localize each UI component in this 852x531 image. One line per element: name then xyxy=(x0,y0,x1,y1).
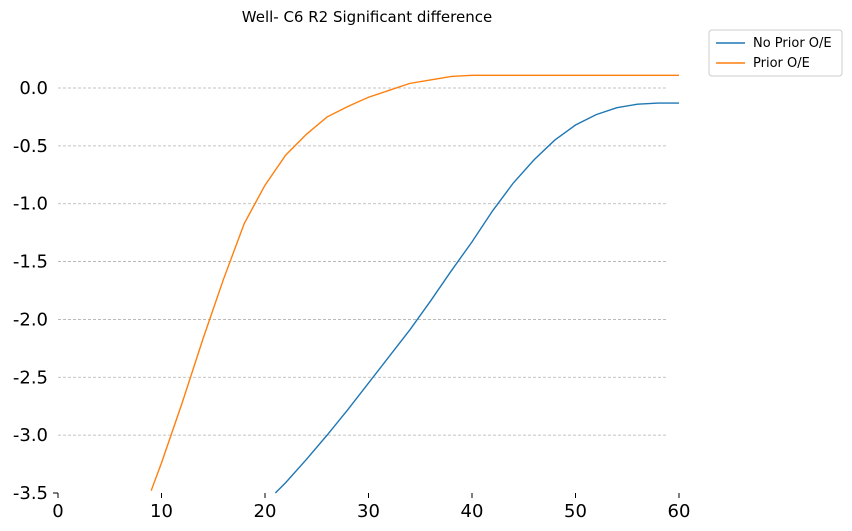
x-tick-label: 60 xyxy=(668,501,691,522)
x-tick-label: 40 xyxy=(461,501,484,522)
y-tick-label: -2.0 xyxy=(13,309,48,330)
x-tick-label: 0 xyxy=(52,501,63,522)
legend-label-prior: Prior O/E xyxy=(753,56,810,71)
series-line-no-prior xyxy=(274,102,679,494)
x-tick-label: 50 xyxy=(564,501,587,522)
y-tick-label: -3.0 xyxy=(13,425,48,446)
series-layer xyxy=(150,74,679,494)
legend: No Prior O/E Prior O/E xyxy=(708,29,843,77)
y-tick-label: -2.5 xyxy=(13,367,48,388)
y-tick-label: -1.5 xyxy=(13,252,48,273)
grid-layer xyxy=(58,87,668,436)
x-tick-label: 30 xyxy=(357,501,380,522)
y-tick-label: -3.5 xyxy=(13,483,48,504)
series-line-prior xyxy=(150,74,679,491)
x-tick-label: 10 xyxy=(150,501,173,522)
chart-title: Well- C6 R2 Significant difference xyxy=(242,8,492,26)
x-tick-label: 20 xyxy=(254,501,277,522)
y-tick-label: 0.0 xyxy=(19,78,48,99)
y-tick-label: -0.5 xyxy=(13,136,48,157)
legend-label-no-prior: No Prior O/E xyxy=(753,36,832,51)
legend-box xyxy=(708,29,843,77)
axis-layer: 0.0 -0.5 -1.0 -1.5 -2.0 -2.5 -3.0 -3.50 10 20 30 40… xyxy=(13,78,691,522)
y-tick-label: -1.0 xyxy=(13,194,48,215)
